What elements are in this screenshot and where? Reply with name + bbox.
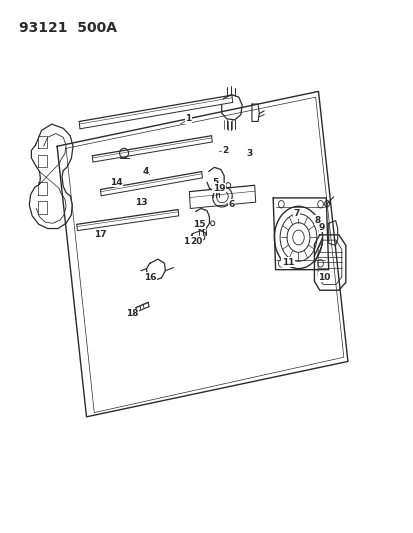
Text: 2: 2 (222, 146, 228, 155)
Text: 18: 18 (126, 310, 139, 319)
Text: 12: 12 (182, 237, 195, 246)
Text: 8: 8 (313, 215, 320, 224)
Text: 7: 7 (293, 209, 299, 218)
Text: 17: 17 (93, 230, 106, 239)
Text: 10: 10 (318, 272, 330, 281)
Text: 14: 14 (110, 177, 122, 187)
Text: 9: 9 (318, 223, 325, 232)
Text: 16: 16 (143, 272, 156, 281)
Text: 4: 4 (142, 167, 149, 176)
Text: 93121  500A: 93121 500A (19, 21, 117, 35)
Text: 6: 6 (228, 200, 234, 209)
Text: 1: 1 (185, 114, 191, 123)
Text: 5: 5 (211, 177, 218, 187)
Text: 13: 13 (134, 198, 147, 207)
Text: 15: 15 (193, 220, 205, 229)
Text: 11: 11 (281, 258, 293, 267)
Text: 19: 19 (212, 184, 225, 193)
Text: 3: 3 (246, 149, 252, 158)
Text: 20: 20 (190, 237, 202, 246)
